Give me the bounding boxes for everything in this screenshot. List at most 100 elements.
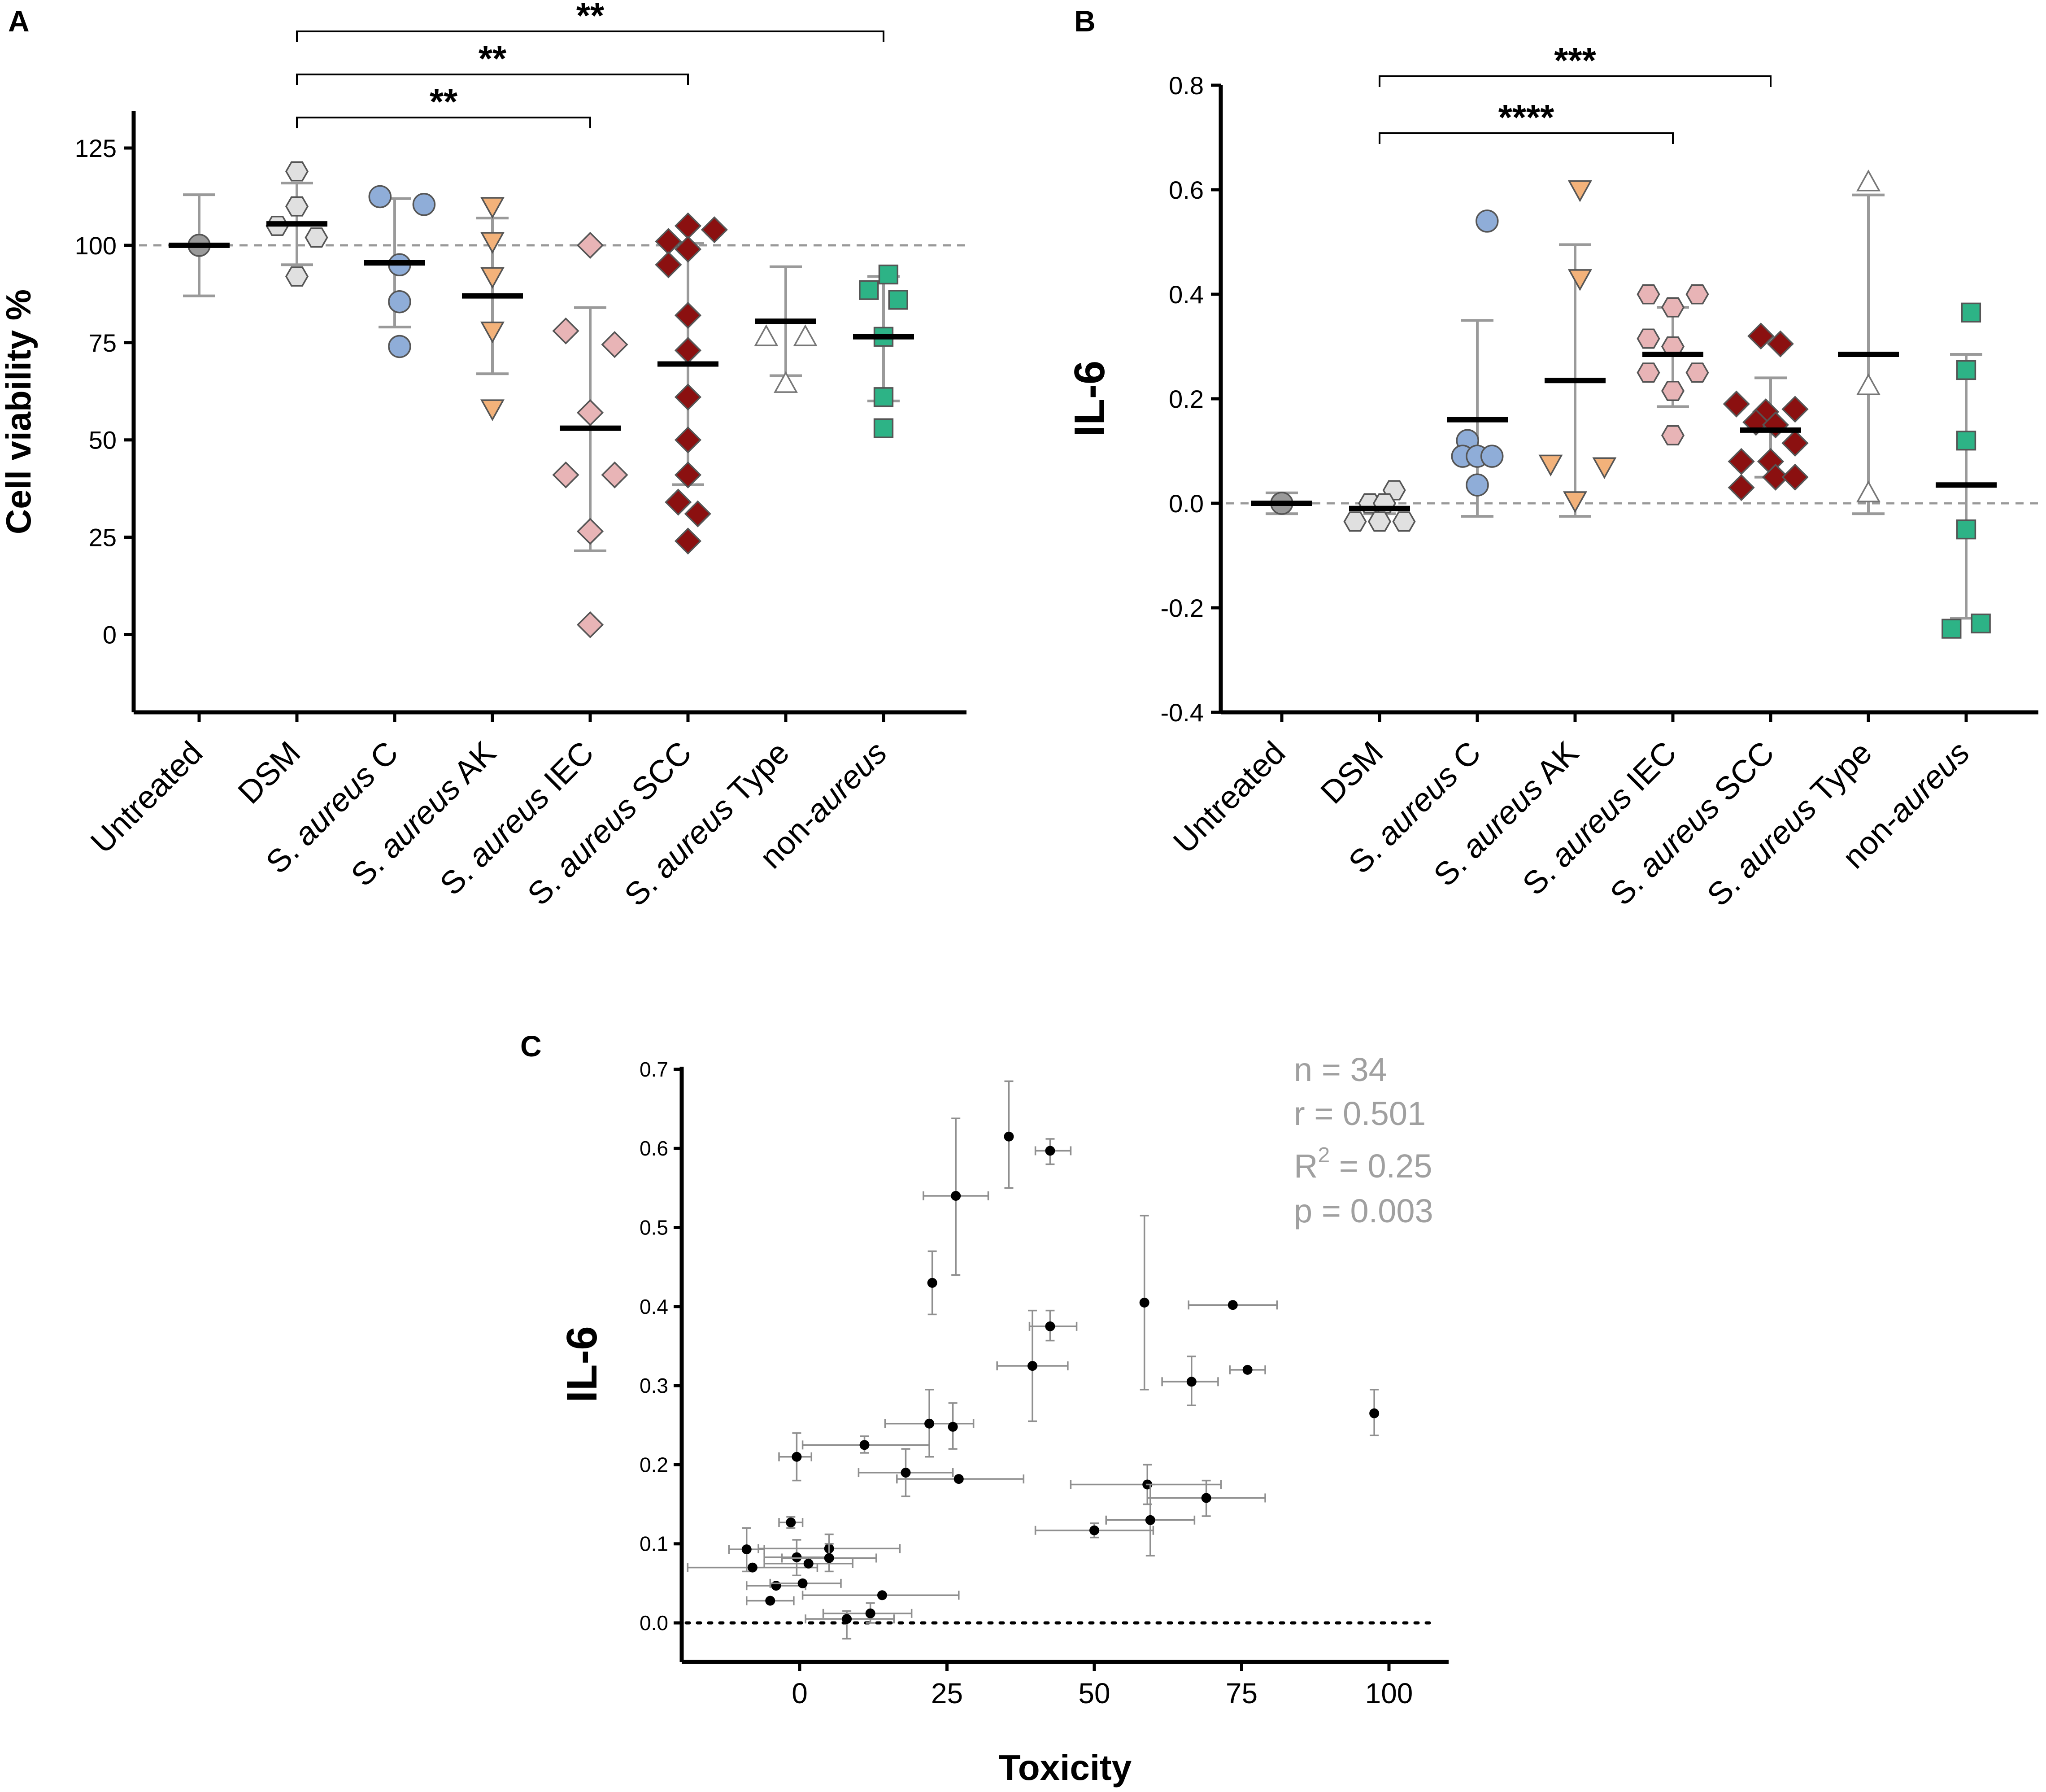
data-point [1538, 454, 1563, 477]
data-point [1139, 1297, 1149, 1308]
y-tick-label: 0.0 [1169, 489, 1204, 518]
data-point [285, 196, 309, 217]
data-point [873, 418, 894, 438]
significance-label: **** [1498, 97, 1554, 137]
data-point [684, 500, 711, 528]
data-point [1685, 284, 1709, 305]
data-point [878, 264, 899, 285]
data-point [927, 1278, 937, 1288]
data-point [665, 488, 692, 516]
x-tick-label: 75 [1226, 1677, 1258, 1709]
data-point [601, 461, 628, 488]
data-point [1480, 445, 1504, 468]
panel-c-chart: 0.0 0.1 0.2 0.3 0.4 0.5 0.6 0.7 0 25 50 75 100 Toxici… [558, 1058, 1449, 1788]
data-point [1637, 362, 1660, 383]
data-point [674, 235, 702, 263]
stats-r2-rest: = 0.25 [1330, 1147, 1432, 1185]
data-point [792, 1552, 802, 1562]
data-point [1367, 511, 1392, 532]
data-point [1762, 463, 1789, 491]
data-point [1476, 209, 1499, 233]
x-axis-title: Toxicity [999, 1748, 1132, 1788]
data-point [786, 1517, 796, 1528]
data-point [655, 251, 682, 279]
y-axis-title: Cell viability % [0, 289, 38, 534]
data-point [1089, 1525, 1099, 1535]
data-point [285, 266, 309, 287]
data-point [576, 399, 604, 427]
data-point [797, 1578, 808, 1588]
x-category-label: Untreated [84, 735, 209, 860]
y-tick-label: 0.3 [640, 1374, 668, 1397]
stats-r2-base: R [1294, 1147, 1318, 1185]
data-point [1242, 1365, 1253, 1375]
y-tick-label: 125 [75, 134, 117, 162]
y-tick-label: 0.8 [1169, 71, 1204, 100]
y-tick-label: 0.7 [640, 1058, 668, 1081]
category-text-italic: aureus [799, 735, 894, 830]
significance-label: ** [479, 39, 507, 78]
data-point [1369, 1408, 1380, 1418]
data-point [754, 324, 779, 346]
category-text-italic: aureus [1455, 770, 1550, 865]
data-point [480, 399, 505, 421]
data-point [774, 371, 798, 393]
data-point [674, 212, 702, 240]
stats-r: r = 0.501 [1294, 1095, 1426, 1132]
data-point [793, 324, 818, 346]
data-point [1747, 323, 1775, 350]
data-point [576, 231, 604, 259]
stats-block: n = 34 r = 0.501 R2 = 0.25 p = 0.003 [1294, 1051, 1433, 1230]
data-point [1723, 390, 1750, 418]
significance-label: ** [430, 82, 458, 122]
stats-n: n = 34 [1294, 1051, 1387, 1088]
data-point [1027, 1361, 1038, 1371]
data-point [1567, 180, 1592, 202]
category-text-part: DSM [231, 735, 308, 811]
data-point [601, 331, 628, 358]
y-tick-label: 0.2 [640, 1453, 668, 1476]
data-point [480, 267, 505, 289]
y-tick-label: 0.5 [640, 1216, 668, 1239]
data-point [1186, 1377, 1197, 1387]
data-point [1685, 362, 1709, 383]
data-point [1856, 480, 1881, 502]
data-point [1728, 474, 1755, 501]
data-point [576, 611, 604, 638]
y-tick-label: 0.2 [1169, 385, 1204, 413]
data-point [1661, 380, 1685, 401]
data-point [674, 384, 702, 411]
stats-r2-sup: 2 [1318, 1143, 1330, 1167]
panel-label-c: C [520, 1029, 542, 1063]
panel-label-b: B [1074, 4, 1096, 38]
data-point [792, 1452, 802, 1462]
data-point [701, 216, 728, 244]
x-category-label: Untreated [1167, 735, 1292, 860]
data-point [1661, 425, 1685, 446]
significance-bracket [296, 31, 884, 42]
x-category-label: DSM [1314, 735, 1390, 811]
data-point [803, 1558, 814, 1569]
significance-bracket [1379, 132, 1674, 144]
data-point [1466, 473, 1489, 497]
data-point [865, 1608, 875, 1618]
x-tick-label: 0 [792, 1677, 808, 1709]
significance-bracket [296, 117, 591, 128]
x-tick-label: 25 [931, 1677, 963, 1709]
panel-b-chart: -0.4 -0.2 0.0 0.2 0.4 0.6 0.8 Untreated DSM S. au… [1066, 40, 2038, 913]
category-text-italic: aureus [1881, 735, 1976, 830]
data-point [552, 461, 579, 488]
category-text-italic: aureus [1544, 779, 1639, 874]
y-axis-title: IL-6 [558, 1326, 606, 1403]
data-point [1045, 1321, 1055, 1331]
y-tick-label: 50 [89, 426, 117, 454]
significance-bracket [296, 74, 689, 85]
significance-label: *** [1554, 40, 1596, 80]
data-point [1781, 463, 1809, 491]
data-point [873, 387, 894, 407]
y-tick-label: 0.6 [1169, 176, 1204, 204]
x-category-label: DSM [231, 735, 308, 811]
data-point [1856, 373, 1881, 395]
